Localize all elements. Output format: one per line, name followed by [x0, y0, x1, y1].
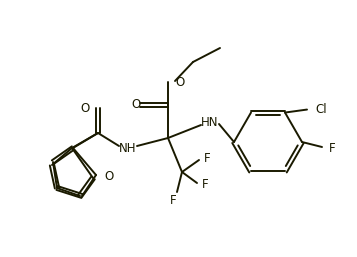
Text: F: F	[170, 194, 176, 207]
Text: Cl: Cl	[315, 103, 327, 116]
Text: O: O	[175, 76, 184, 88]
Text: F: F	[202, 179, 208, 191]
Text: O: O	[131, 98, 141, 112]
Text: NH: NH	[119, 142, 137, 154]
Text: O: O	[81, 102, 90, 115]
Text: F: F	[329, 142, 336, 154]
Text: HN: HN	[201, 115, 219, 128]
Text: F: F	[204, 151, 211, 164]
Text: O: O	[104, 170, 113, 183]
